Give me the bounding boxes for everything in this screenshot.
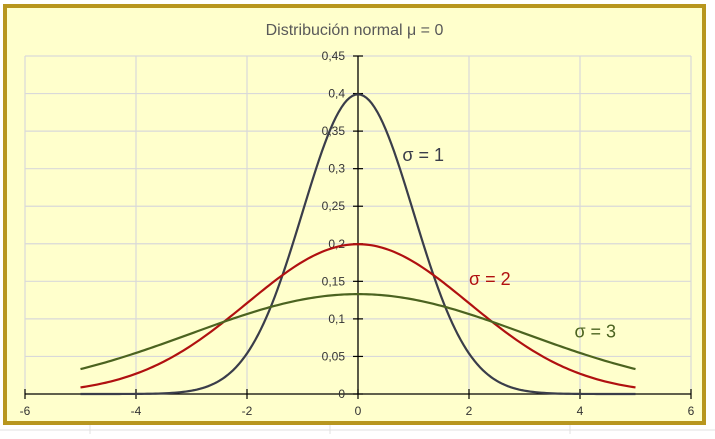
series-line-sigma-3 [80,293,636,371]
series-label-sigma-3: σ = 3 [574,322,616,342]
x-tick-label: 6 [688,404,695,418]
y-tick-label: 0,35 [322,124,346,138]
series-line-sigma-1 [80,93,636,396]
x-tick-label: 2 [466,404,473,418]
x-tick-label: 4 [577,404,584,418]
y-tick-label: 0 [338,387,345,401]
y-tick-label: 0,05 [322,349,346,363]
y-tick-label: 0,4 [328,87,345,101]
series-label-sigma-1: σ = 1 [402,145,444,165]
series-label-sigma-2: σ = 2 [469,269,511,289]
y-tick-label: 0,15 [322,274,346,288]
y-tick-label: 0,1 [328,312,345,326]
x-tick-label: 0 [355,404,362,418]
y-tick-label: 0,3 [328,162,345,176]
x-tick-label: -6 [20,404,31,418]
x-tick-label: -2 [242,404,253,418]
chart-title: Distribución normal μ = 0 [265,22,444,39]
y-tick-label: 0,45 [322,49,346,63]
y-tick-label: 0,25 [322,199,346,213]
series-line-sigma-2 [80,243,636,389]
x-tick-label: -4 [131,404,142,418]
